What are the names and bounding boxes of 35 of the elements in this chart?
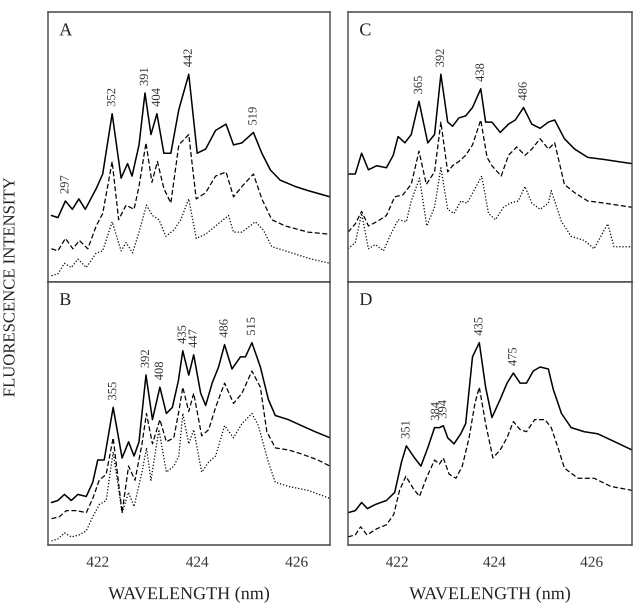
annotation: 435 bbox=[178, 326, 186, 344]
x-tick-label: 424 bbox=[186, 556, 208, 567]
annotation: 384 bbox=[430, 402, 440, 420]
text: B bbox=[60, 293, 70, 306]
x-tick-label: 422 bbox=[86, 556, 108, 567]
annotation: 515 bbox=[246, 317, 256, 336]
annotation: 392 bbox=[436, 49, 444, 67]
annotation: 394 bbox=[438, 400, 446, 418]
annotation: 435 bbox=[474, 317, 482, 336]
annotation: 404 bbox=[152, 88, 160, 107]
annotation: 486 bbox=[219, 319, 228, 338]
annotation: 447 bbox=[188, 329, 197, 348]
annotation: 391 bbox=[140, 68, 148, 86]
annotation: 519 bbox=[248, 107, 257, 125]
annotation: 351 bbox=[401, 420, 410, 438]
annotation: 408 bbox=[154, 362, 164, 380]
annotation: 355 bbox=[108, 382, 116, 400]
annotation: 475 bbox=[508, 348, 516, 366]
annotation: 392 bbox=[140, 350, 150, 368]
annotation: 365 bbox=[414, 76, 422, 94]
x-tick-label: 422 bbox=[386, 556, 408, 567]
annotation: 486 bbox=[518, 82, 527, 100]
x-axis-title: WAVELENGTH (nm) bbox=[108, 586, 270, 604]
annotation: 352 bbox=[106, 88, 116, 106]
x-tick-label: 426 bbox=[580, 556, 603, 567]
annotation: 297 bbox=[60, 176, 69, 194]
x-axis-title: WAVELENGTH (nm) bbox=[409, 586, 570, 604]
y-axis-title: FLUORESCENCE INTENSITY bbox=[3, 178, 15, 397]
text: D bbox=[360, 293, 372, 306]
x-tick-label: 424 bbox=[483, 556, 506, 567]
text: A bbox=[59, 23, 72, 36]
annotation: 438 bbox=[475, 64, 484, 82]
text: C bbox=[360, 23, 370, 36]
x-tick-label: 426 bbox=[286, 556, 308, 567]
annotation: 442 bbox=[183, 49, 192, 68]
